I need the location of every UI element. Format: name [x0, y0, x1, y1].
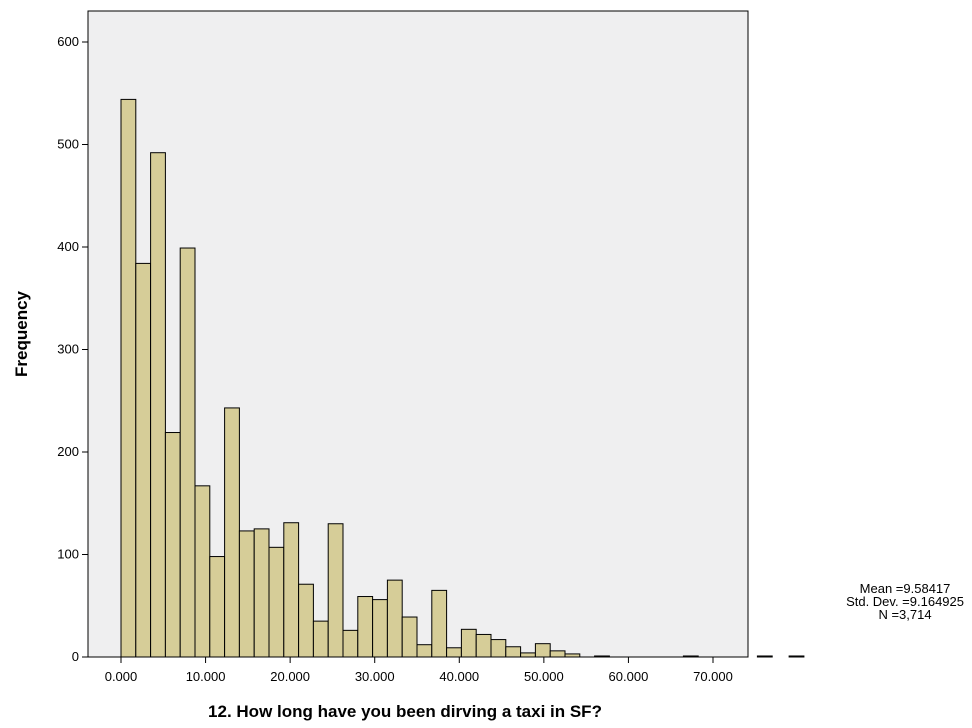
- histogram-bar-1: [135, 262, 152, 658]
- histogram-bar-9: [253, 528, 270, 658]
- histogram-bar-4: [179, 247, 196, 658]
- histogram-bar-23: [460, 628, 477, 658]
- y-tick-label: 0: [72, 649, 79, 664]
- histogram-bar-6: [209, 556, 226, 658]
- histogram-bar-13: [312, 620, 329, 658]
- histogram-bar-10: [268, 546, 285, 658]
- histogram-bar-15: [342, 629, 359, 658]
- histogram-bar-8: [238, 530, 255, 658]
- y-tick-label: 300: [57, 342, 79, 357]
- summary-statistics: Mean =9.58417 Std. Dev. =9.164925 N =3,7…: [846, 582, 964, 621]
- histogram-bar-24: [475, 633, 492, 658]
- histogram-bar-31: [594, 655, 610, 658]
- histogram-bar-25: [490, 639, 507, 658]
- histogram-bar-14: [327, 523, 344, 658]
- y-tick-label: 500: [57, 137, 79, 152]
- histogram-bar-28: [534, 643, 551, 658]
- histogram-bar-12: [298, 583, 314, 658]
- histogram-bar-16: [357, 596, 374, 658]
- y-tick-label: 100: [57, 547, 79, 562]
- histogram-bar-20: [416, 644, 433, 658]
- x-tick-label: 10.000: [186, 669, 226, 684]
- histogram-bar-26: [505, 646, 522, 658]
- std-dev-stat: Std. Dev. =9.164925: [846, 594, 964, 609]
- histogram-bar-21: [431, 589, 448, 658]
- histogram-bars: [120, 98, 805, 658]
- histogram-bar-2: [150, 152, 166, 658]
- histogram-bar-33: [756, 655, 773, 658]
- histogram-bar-18: [386, 579, 403, 658]
- histogram-bar-11: [283, 522, 300, 658]
- x-axis: 0.000 10.000 20.000 30.000 40.000 50.000 60.00…: [105, 657, 733, 684]
- x-axis-title: 12. How long have you been dirving a tax…: [208, 702, 602, 721]
- histogram-bar-27: [520, 652, 536, 658]
- histogram-bar-19: [401, 616, 418, 658]
- x-tick-label: 40.000: [439, 669, 479, 684]
- x-tick-label: 50.000: [524, 669, 564, 684]
- x-tick-label: 0.000: [105, 669, 138, 684]
- histogram-bar-29: [549, 650, 566, 658]
- y-tick-label: 200: [57, 444, 79, 459]
- y-tick-label: 600: [57, 34, 79, 49]
- n-stat: N =3,714: [878, 607, 932, 622]
- histogram-bar-5: [194, 485, 211, 658]
- x-tick-label: 60.000: [609, 669, 649, 684]
- histogram-bar-3: [164, 432, 181, 658]
- histogram-bar-22: [446, 647, 462, 658]
- histogram-bar-0: [120, 98, 137, 658]
- histogram-bar-34: [788, 655, 805, 658]
- mean-stat: Mean =9.58417: [859, 581, 951, 596]
- x-tick-label: 30.000: [355, 669, 395, 684]
- histogram-bar-32: [682, 655, 699, 658]
- y-tick-label: 400: [57, 239, 79, 254]
- histogram-bar-17: [372, 599, 388, 658]
- x-tick-label: 20.000: [270, 669, 310, 684]
- x-tick-label: 70.000: [693, 669, 733, 684]
- y-axis: 0 100 200 300 400 500 600: [57, 34, 88, 664]
- y-axis-title: Frequency: [12, 290, 31, 377]
- histogram-bar-30: [564, 653, 581, 658]
- histogram-bar-7: [224, 407, 240, 658]
